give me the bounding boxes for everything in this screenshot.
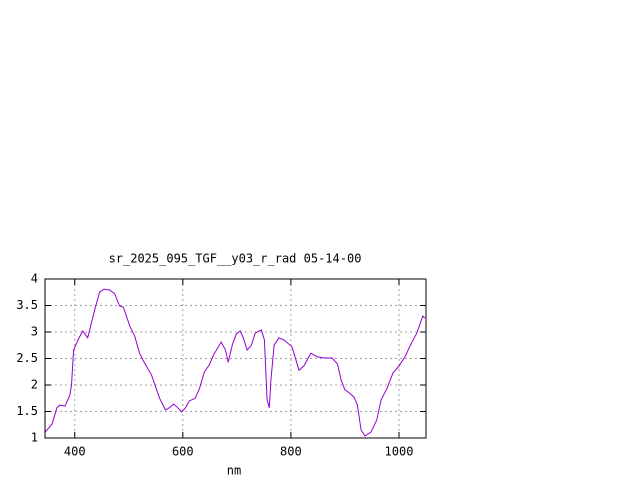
y-tick-label: 4: [31, 272, 38, 286]
data-line: [44, 288, 426, 437]
x-tick-label: 400: [64, 445, 86, 459]
x-tick-label: 800: [280, 445, 302, 459]
y-tick-label: 3: [31, 325, 38, 339]
x-tick-label: 600: [172, 445, 194, 459]
x-tick-label: 1000: [385, 445, 414, 459]
plot-border: [44, 278, 427, 439]
y-tick-label: 1.5: [16, 404, 38, 418]
chart-title: sr_2025_095_TGF__y03_r_rad 05-14-00: [109, 252, 362, 266]
y-tick-label: 2.5: [16, 351, 38, 365]
y-tick-label: 2: [31, 378, 38, 392]
y-tick-label: 1: [31, 431, 38, 445]
y-tick-label: 3.5: [16, 298, 38, 312]
x-axis-label: nm: [227, 464, 241, 478]
